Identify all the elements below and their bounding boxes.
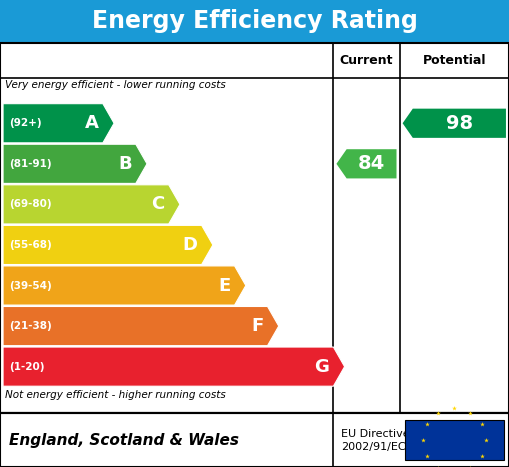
Polygon shape — [3, 144, 147, 184]
Text: Energy Efficiency Rating: Energy Efficiency Rating — [92, 9, 417, 34]
Bar — [0, 413, 509, 467]
Text: (81-91): (81-91) — [9, 159, 52, 169]
Text: 98: 98 — [446, 114, 473, 133]
Polygon shape — [3, 104, 114, 143]
Text: Current: Current — [340, 54, 393, 67]
Bar — [405, 420, 504, 460]
Text: B: B — [118, 155, 132, 173]
Polygon shape — [3, 226, 213, 264]
Text: 84: 84 — [358, 154, 385, 173]
Text: (55-68): (55-68) — [9, 240, 52, 250]
Polygon shape — [3, 347, 345, 386]
Text: Very energy efficient - lower running costs: Very energy efficient - lower running co… — [5, 80, 226, 90]
Polygon shape — [3, 185, 180, 224]
Text: (39-54): (39-54) — [9, 281, 52, 290]
Text: F: F — [251, 317, 264, 335]
Text: D: D — [183, 236, 197, 254]
Text: EU Directive
2002/91/EC: EU Directive 2002/91/EC — [341, 429, 410, 452]
Text: E: E — [218, 276, 231, 295]
Polygon shape — [3, 266, 246, 305]
Text: Not energy efficient - higher running costs: Not energy efficient - higher running co… — [5, 390, 226, 400]
Text: (21-38): (21-38) — [9, 321, 52, 331]
Polygon shape — [3, 306, 279, 346]
Bar — [0, 413, 509, 467]
Text: Potential: Potential — [422, 54, 486, 67]
Text: (92+): (92+) — [9, 118, 42, 128]
Text: (69-80): (69-80) — [9, 199, 52, 209]
Text: England, Scotland & Wales: England, Scotland & Wales — [9, 432, 239, 448]
Text: A: A — [85, 114, 99, 132]
Text: C: C — [151, 195, 165, 213]
Bar — [0, 0, 509, 43]
Bar — [0, 43, 509, 413]
Polygon shape — [403, 109, 506, 138]
Polygon shape — [336, 149, 397, 178]
Text: (1-20): (1-20) — [9, 361, 45, 372]
Text: G: G — [315, 358, 329, 375]
